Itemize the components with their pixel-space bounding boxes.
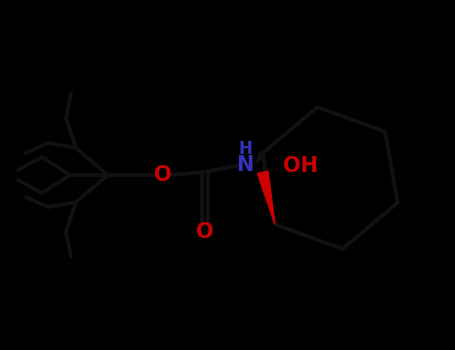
Text: H: H xyxy=(238,140,252,158)
Text: N: N xyxy=(236,155,254,175)
Polygon shape xyxy=(258,171,275,224)
Text: O: O xyxy=(196,222,214,242)
Text: O: O xyxy=(154,165,172,185)
Text: OH: OH xyxy=(283,156,318,176)
